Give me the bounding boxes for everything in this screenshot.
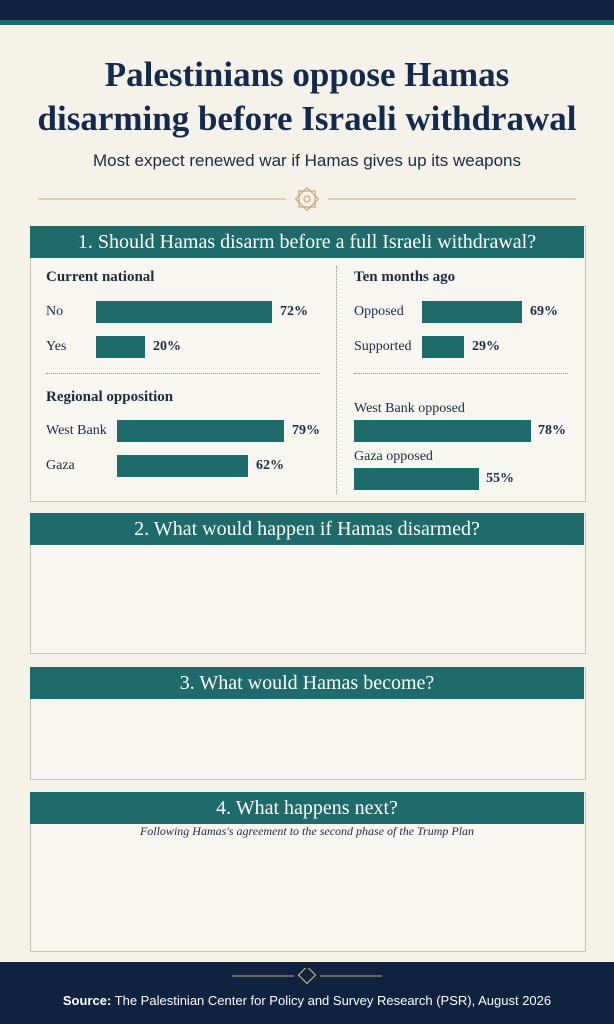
section-4-header: 4. What happens next? bbox=[30, 792, 584, 824]
bar-label: Yes bbox=[46, 339, 67, 354]
bar bbox=[422, 336, 464, 358]
footer-ornament bbox=[232, 968, 382, 984]
page-title-line-1: Palestinians oppose Hamas bbox=[104, 55, 510, 94]
regional-opposition-label: Regional opposition bbox=[46, 389, 174, 405]
footer-band bbox=[0, 962, 614, 1024]
ten-months-ago-label: Ten months ago bbox=[354, 269, 456, 285]
bar bbox=[422, 301, 522, 323]
top-accent-stripe bbox=[0, 20, 614, 25]
diamond-icon bbox=[297, 968, 317, 984]
value-label: 79% bbox=[292, 423, 320, 438]
current-national-label: Current national bbox=[46, 269, 155, 285]
star-ornament-icon bbox=[294, 187, 320, 211]
bar bbox=[354, 468, 479, 490]
source-text: The Palestinian Center for Policy and Su… bbox=[114, 993, 552, 1008]
source-label: Source: bbox=[62, 993, 112, 1008]
section-4-note: Following Hamas's agreement to the secon… bbox=[139, 824, 475, 838]
bar-label: Gaza opposed bbox=[354, 449, 433, 464]
bar bbox=[96, 301, 272, 323]
ornament-divider bbox=[38, 187, 576, 211]
row-divider-right bbox=[354, 373, 568, 374]
value-label: 62% bbox=[256, 458, 284, 473]
bar-label: West Bank opposed bbox=[354, 401, 465, 416]
section-1-panel bbox=[30, 226, 586, 502]
source-line: Source: The Palestinian Center for Polic… bbox=[0, 993, 614, 1008]
bar-label: Supported bbox=[354, 339, 412, 354]
section-1-header: 1. Should Hamas disarm before a full Isr… bbox=[30, 226, 584, 258]
value-label: 29% bbox=[472, 339, 500, 354]
bar bbox=[117, 420, 284, 442]
page-title-line-2: disarming before Israeli withdrawal bbox=[37, 99, 577, 138]
column-divider bbox=[336, 266, 337, 494]
bar bbox=[354, 420, 531, 442]
value-label: 72% bbox=[280, 304, 308, 319]
bar-label: No bbox=[46, 304, 64, 319]
value-label: 78% bbox=[538, 423, 566, 438]
bar bbox=[117, 455, 248, 477]
bar-label: West Bank bbox=[46, 423, 107, 438]
top-banner bbox=[0, 0, 614, 20]
value-label: 20% bbox=[153, 339, 181, 354]
bar bbox=[96, 336, 145, 358]
value-label: 55% bbox=[486, 471, 514, 486]
value-label: 69% bbox=[530, 304, 558, 319]
section-2-header: 2. What would happen if Hamas disarmed? bbox=[30, 513, 584, 545]
page-subtitle: Most expect renewed war if Hamas gives u… bbox=[92, 151, 522, 170]
row-divider-left bbox=[46, 373, 320, 374]
bar-label: Opposed bbox=[354, 304, 404, 319]
bar-label: Gaza bbox=[46, 458, 75, 473]
section-3-header: 3. What would Hamas become? bbox=[30, 667, 584, 699]
